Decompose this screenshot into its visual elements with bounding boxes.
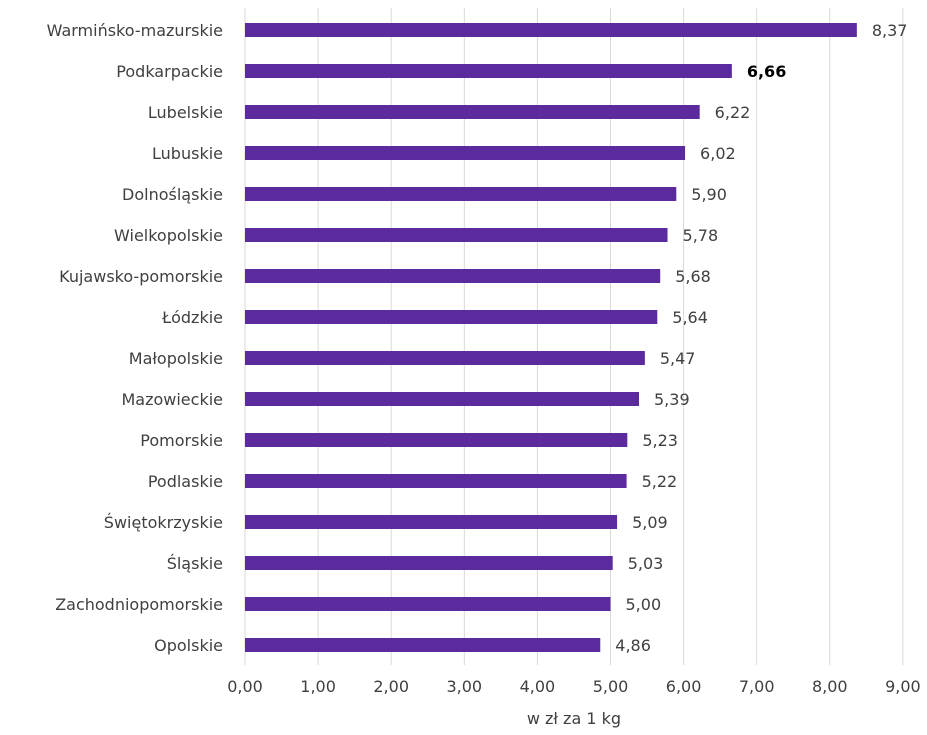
x-tick-label: 5,00 xyxy=(593,677,629,696)
bar xyxy=(245,146,686,160)
data-label: 5,09 xyxy=(632,513,668,532)
x-tick-label: 9,00 xyxy=(885,677,921,696)
data-label: 5,68 xyxy=(675,267,711,286)
value-labels: 8,37 6,66 6,22 6,02 5,90 5,78 5,68 5,64 5,47 5,39… xyxy=(615,21,907,655)
category-label: Wielkopolskie xyxy=(114,226,223,245)
x-tick-label: 6,00 xyxy=(666,677,702,696)
x-tick-label: 0,00 xyxy=(227,677,263,696)
category-label: Świętokrzyskie xyxy=(104,513,223,532)
bar xyxy=(245,187,677,201)
x-axis-title: w zł za 1 kg xyxy=(527,709,621,728)
bars xyxy=(245,23,857,652)
category-label: Lubuskie xyxy=(152,144,223,163)
bar xyxy=(245,64,732,78)
bar xyxy=(245,105,700,119)
data-label: 5,23 xyxy=(642,431,678,450)
category-label: Pomorskie xyxy=(140,431,223,450)
x-tick-labels: 0,00 1,00 2,00 3,00 4,00 5,00 6,00 7,00 8,00 9,00 xyxy=(227,677,921,696)
category-labels: Warmińsko-mazurskie Podkarpackie Lubelskie… xyxy=(47,21,223,655)
category-label: Warmińsko-mazurskie xyxy=(47,21,223,40)
data-label: 5,64 xyxy=(672,308,708,327)
bar xyxy=(245,23,857,37)
bar xyxy=(245,392,640,406)
bar xyxy=(245,310,658,324)
data-label: 4,86 xyxy=(615,636,651,655)
bar xyxy=(245,351,645,365)
category-label: Opolskie xyxy=(154,636,223,655)
bar xyxy=(245,474,627,488)
category-label: Śląskie xyxy=(167,554,223,573)
x-tick-label: 1,00 xyxy=(300,677,336,696)
data-label: 5,90 xyxy=(691,185,727,204)
category-label: Mazowieckie xyxy=(121,390,223,409)
category-label: Małopolskie xyxy=(129,349,223,368)
x-tick-label: 8,00 xyxy=(812,677,848,696)
category-label: Dolnośląskie xyxy=(122,185,223,204)
category-label: Kujawsko-pomorskie xyxy=(59,267,223,286)
x-tick-label: 4,00 xyxy=(520,677,556,696)
bar xyxy=(245,228,668,242)
data-label: 5,47 xyxy=(660,349,696,368)
data-label: 8,37 xyxy=(872,21,908,40)
data-label: 5,03 xyxy=(628,554,664,573)
data-label: 5,39 xyxy=(654,390,690,409)
data-label: 6,66 xyxy=(747,62,786,81)
bar xyxy=(245,556,613,570)
x-tick-label: 3,00 xyxy=(446,677,482,696)
category-label: Lubelskie xyxy=(148,103,223,122)
category-label: Podlaskie xyxy=(148,472,223,491)
data-label: 5,00 xyxy=(626,595,662,614)
bar xyxy=(245,433,628,447)
bar xyxy=(245,269,661,283)
bar xyxy=(245,515,618,529)
category-label: Łódzkie xyxy=(161,308,223,327)
data-label: 6,22 xyxy=(715,103,751,122)
data-label: 5,22 xyxy=(642,472,678,491)
data-label: 5,78 xyxy=(683,226,719,245)
x-tick-label: 2,00 xyxy=(373,677,409,696)
category-label: Podkarpackie xyxy=(116,62,223,81)
x-tick-label: 7,00 xyxy=(739,677,775,696)
bar xyxy=(245,638,601,652)
category-label: Zachodniopomorskie xyxy=(55,595,223,614)
data-label: 6,02 xyxy=(700,144,736,163)
bar xyxy=(245,597,611,611)
